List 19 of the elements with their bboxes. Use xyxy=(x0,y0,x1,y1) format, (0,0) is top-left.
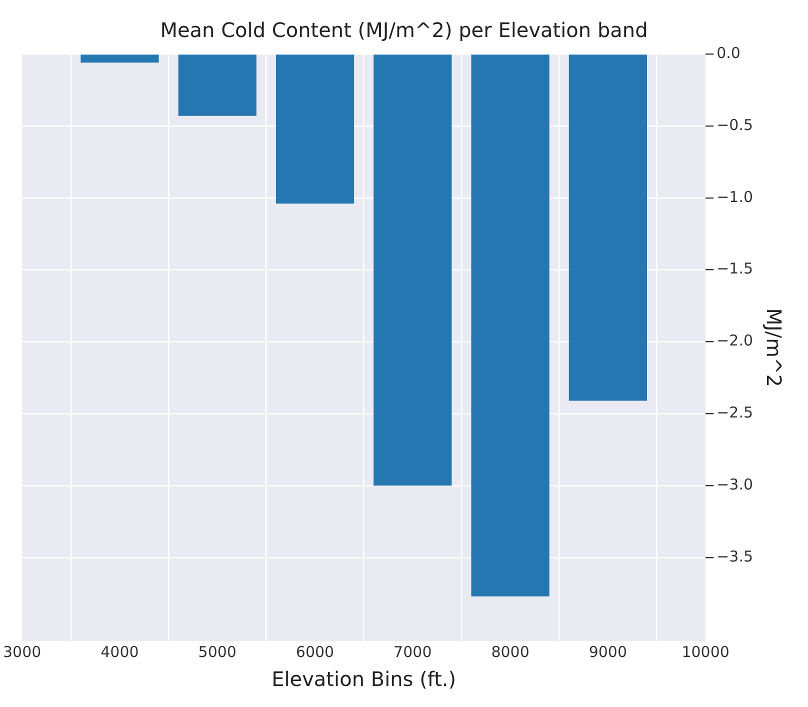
x-tick-label: 8000 xyxy=(491,642,530,661)
y-tick-label: 0.0 xyxy=(716,44,740,62)
x-axis-title: Elevation Bins (ft.) xyxy=(272,667,456,692)
x-tick-label: 4000 xyxy=(100,642,139,661)
x-tick-label: 9000 xyxy=(588,642,628,661)
y-axis-title: MJ/m^2 xyxy=(762,308,786,387)
x-tick-label: 6000 xyxy=(296,642,334,661)
y-tick-label: −3.0 xyxy=(716,476,754,494)
y-tick-label: −1.5 xyxy=(716,260,754,278)
y-tick-label: −3.5 xyxy=(716,547,754,566)
x-tick-label: 5000 xyxy=(198,642,236,661)
x-tick-label: 3000 xyxy=(2,642,42,661)
y-tick-label: −0.5 xyxy=(716,116,754,134)
x-tick-label: 10000 xyxy=(682,642,730,661)
x-tick-label: 7000 xyxy=(394,642,432,661)
y-tick-label: −2.5 xyxy=(716,404,754,422)
chart-title: Mean Cold Content (MJ/m^2) per Elevation band xyxy=(160,18,648,42)
y-tick-label: −1.0 xyxy=(716,188,754,206)
y-tick-label: −2.0 xyxy=(716,332,754,350)
